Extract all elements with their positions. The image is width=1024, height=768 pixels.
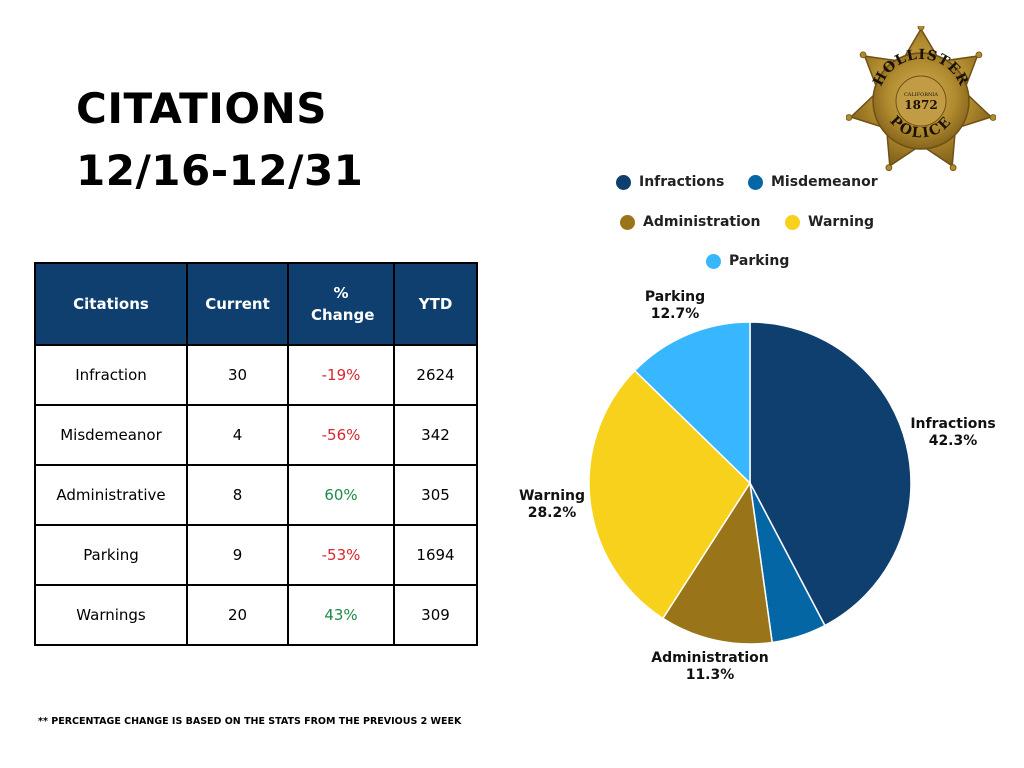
row-change: -56% [287,404,395,466]
header-current: Current [186,262,289,346]
slice-label-infractions: Infractions 42.3% [898,416,1008,450]
legend-swatch [785,214,800,230]
table-row: Infraction 30 -19% 2624 [34,344,478,406]
badge-text-state: CALIFORNIA [904,92,938,98]
row-current: 20 [186,584,289,646]
slice-label-name: Infractions [910,416,996,432]
badge-star-tip [975,51,983,59]
slice-label-name: Administration [651,650,769,666]
legend-item-infractions: Infractions [616,174,724,190]
badge-text-year: 1872 [904,98,937,112]
legend-label: Parking [729,253,790,269]
legend-swatch [616,174,631,190]
row-change: 43% [287,584,395,646]
slice-label-value: 42.3% [928,433,978,449]
row-ytd: 2624 [393,344,478,406]
row-change: -53% [287,524,395,586]
slice-label-warning: Warning 28.2% [508,488,596,522]
row-change: -19% [287,344,395,406]
table-row: Misdemeanor 4 -56% 342 [34,404,478,466]
row-ytd: 342 [393,404,478,466]
slice-label-name: Parking [644,289,706,305]
header-change-text: % Change [311,284,375,324]
row-name: Parking [34,524,188,586]
legend-swatch [706,253,721,269]
pie-chart [588,321,912,645]
row-ytd: 309 [393,584,478,646]
slice-label-administration: Administration 11.3% [640,650,780,684]
legend-label: Misdemeanor [771,174,878,190]
row-current: 30 [186,344,289,406]
title-line-1: CITATIONS [76,84,327,133]
legend-label: Infractions [639,174,725,190]
row-name: Warnings [34,584,188,646]
title-line-2: 12/16-12/31 [76,146,364,195]
legend-item-parking: Parking [706,253,789,269]
row-ytd: 1694 [393,524,478,586]
pie-slice-infractions [749,321,912,627]
row-current: 8 [186,464,289,526]
legend-item-warning: Warning [785,214,874,230]
legend-label: Warning [808,214,875,230]
row-ytd: 305 [393,464,478,526]
badge-star-tip [949,164,957,172]
table-header-row: Citations Current % Change YTD [34,262,478,346]
header-change: % Change [287,262,395,346]
table-row: Parking 9 -53% 1694 [34,524,478,586]
badge-star-tip [989,114,996,121]
badge-star-tip [885,164,893,172]
legend-label: Administration [643,214,761,230]
police-badge-logo: HOLLISTER CALIFORNIA 1872 POLICE [846,26,996,172]
row-change: 60% [287,464,395,526]
row-name: Infraction [34,344,188,406]
legend-swatch [620,214,635,230]
legend-item-administration: Administration [620,214,760,230]
slice-label-value: 28.2% [527,505,577,521]
pie-slice-warning [588,369,751,620]
badge-star-tip [917,26,925,31]
citations-table: Citations Current % Change YTD Infractio… [34,262,478,646]
legend-swatch [748,174,763,190]
row-name: Administrative [34,464,188,526]
slice-label-value: 11.3% [685,667,735,683]
table-row: Warnings 20 43% 309 [34,584,478,646]
legend-item-misdemeanor: Misdemeanor [748,174,878,190]
page-title: CITATIONS 12/16-12/31 [76,78,363,202]
badge-star-tip [859,51,867,59]
row-current: 4 [186,404,289,466]
slice-label-value: 12.7% [650,306,700,322]
pie-slice-administration [661,480,774,645]
slice-label-parking: Parking 12.7% [630,289,720,323]
badge-star-tip [846,114,853,121]
row-current: 9 [186,524,289,586]
header-ytd: YTD [393,262,478,346]
row-name: Misdemeanor [34,404,188,466]
pie-slice-parking [633,321,751,485]
table-row: Administrative 8 60% 305 [34,464,478,526]
slice-label-name: Warning [518,488,586,504]
header-citations: Citations [34,262,188,346]
chart-legend: Infractions Misdemeanor Administration W… [600,172,900,282]
footnote: ** PERCENTAGE CHANGE IS BASED ON THE STA… [38,716,462,727]
